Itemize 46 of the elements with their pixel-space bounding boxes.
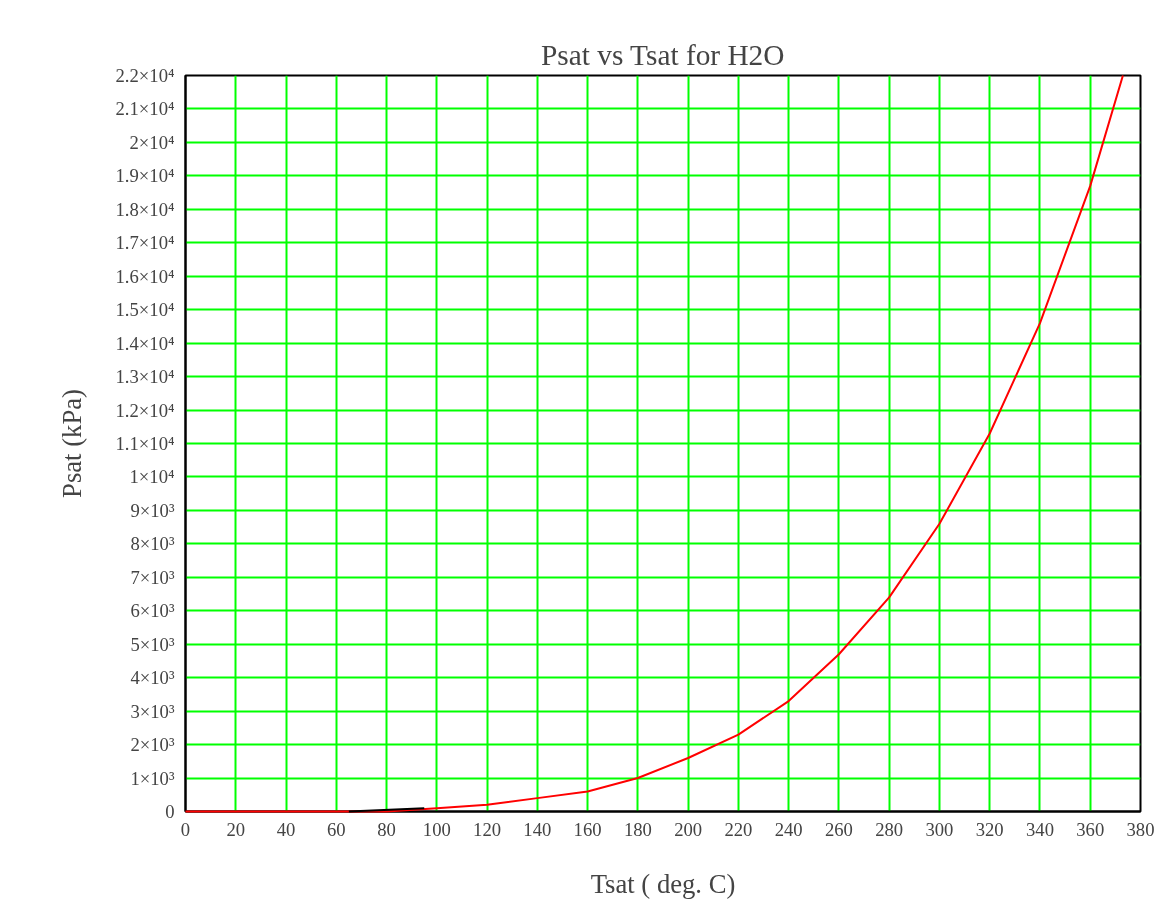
x-tick-label: 80 <box>377 818 396 840</box>
y-tick-label: 1.5×10⁴ <box>115 299 175 321</box>
y-tick-label: 1×10³ <box>130 767 175 789</box>
y-tick-label: 2.2×10⁴ <box>115 65 175 86</box>
x-tick-label: 180 <box>623 818 652 840</box>
x-tick-label: 240 <box>774 818 803 840</box>
y-tick-label: 5×10³ <box>130 633 175 655</box>
y-tick-label: 8×10³ <box>130 533 175 555</box>
y-tick-label: 0 <box>165 801 175 822</box>
x-tick-label: 120 <box>473 818 502 840</box>
x-tick-label: 100 <box>422 818 451 840</box>
x-tick-label: 140 <box>523 818 552 840</box>
x-tick-label: 320 <box>975 818 1004 840</box>
y-tick-label: 1.6×10⁴ <box>115 265 175 287</box>
y-tick-label: 2.1×10⁴ <box>115 98 175 120</box>
y-tick-label: 1.7×10⁴ <box>115 232 175 254</box>
y-tick-label: 1.2×10⁴ <box>115 399 175 421</box>
x-axis-title: Tsat ( deg. C) <box>590 868 736 899</box>
x-tick-label: 380 <box>1126 818 1155 840</box>
y-tick-label: 1.8×10⁴ <box>115 198 175 220</box>
y-tick-label: 1.1×10⁴ <box>115 433 175 454</box>
y-axis-title: Psat (kPa) <box>57 389 88 498</box>
x-tick-label: 60 <box>326 818 346 840</box>
y-tick-label: 2×10³ <box>130 734 175 756</box>
y-tick-label: 7×10³ <box>130 566 175 588</box>
y-tick-label: 3×10³ <box>130 700 175 722</box>
y-tick-label: 4×10³ <box>130 667 175 689</box>
x-tick-label: 280 <box>875 818 904 840</box>
x-tick-label: 20 <box>226 818 246 840</box>
x-tick-label: 0 <box>180 818 191 840</box>
y-tick-label: 9×10³ <box>130 499 175 521</box>
x-tick-label: 360 <box>1076 818 1105 840</box>
y-tick-label: 1.9×10⁴ <box>115 165 175 187</box>
x-tick-label: 220 <box>724 818 753 840</box>
y-tick-label: 1×10⁴ <box>129 466 175 488</box>
x-tick-label: 200 <box>674 818 703 840</box>
x-tick-label: 260 <box>824 818 853 840</box>
x-tick-label: 340 <box>1025 818 1054 840</box>
y-tick-label: 1.4×10⁴ <box>115 332 175 354</box>
x-tick-label: 160 <box>573 818 602 840</box>
x-tick-label: 300 <box>925 818 954 840</box>
x-tick-label: 40 <box>276 818 296 840</box>
y-tick-label: 6×10³ <box>130 600 175 622</box>
y-tick-label: 2×10⁴ <box>129 131 175 153</box>
chart-title: Psat vs Tsat for H2O <box>541 38 785 71</box>
y-tick-label: 1.3×10⁴ <box>115 366 175 388</box>
